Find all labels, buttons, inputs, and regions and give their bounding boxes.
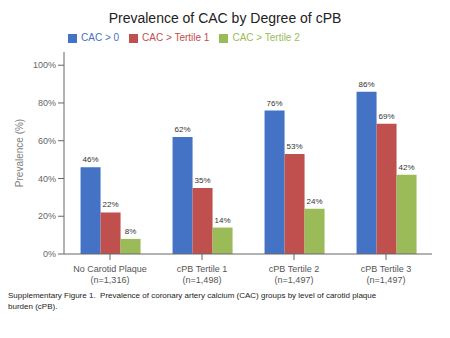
svg-text:35%: 35% <box>195 176 211 185</box>
svg-text:cPB Tertile 3(n=1,497): cPB Tertile 3(n=1,497) <box>361 264 411 285</box>
html-text:Supplementary Figure 1. Preval: Supplementary Figure 1. Prevalence of co… <box>8 291 377 311</box>
html-text:CAC > Tertile 2: CAC > Tertile 2 <box>232 32 300 43</box>
svg-text:cPB Tertile 2(n=1,497): cPB Tertile 2(n=1,497) <box>269 264 319 285</box>
svg-text:60%: 60% <box>38 136 56 146</box>
svg-text:24%: 24% <box>307 197 323 206</box>
svg-text:0%: 0% <box>43 249 56 259</box>
svg-text:69%: 69% <box>379 112 395 121</box>
svg-text:100%: 100% <box>33 60 56 70</box>
svg-text:46%: 46% <box>83 155 99 164</box>
svg-text:40%: 40% <box>38 174 56 184</box>
html-text:Prevalence of CAC by Degree of: Prevalence of CAC by Degree of cPB <box>108 10 342 26</box>
svg-text:76%: 76% <box>267 99 283 108</box>
svg-text:20%: 20% <box>38 211 56 221</box>
svg-text:53%: 53% <box>287 142 303 151</box>
svg-text:86%: 86% <box>359 80 375 89</box>
svg-text:80%: 80% <box>38 98 56 108</box>
svg-text:42%: 42% <box>399 163 415 172</box>
html-text:CAC > 0: CAC > 0 <box>81 32 120 43</box>
svg-text:62%: 62% <box>175 125 191 134</box>
svg-text:No Carotid Plaque(n=1,316): No Carotid Plaque(n=1,316) <box>73 264 147 285</box>
svg-text:22%: 22% <box>103 200 119 209</box>
svg-text:14%: 14% <box>215 216 231 225</box>
svg-text:cPB Tertile 1(n=1,498): cPB Tertile 1(n=1,498) <box>177 264 227 285</box>
svg-text:Prevalence (%): Prevalence (%) <box>14 119 25 187</box>
svg-text:8%: 8% <box>125 227 137 236</box>
html-text:CAC > Tertile 1: CAC > Tertile 1 <box>142 32 210 43</box>
